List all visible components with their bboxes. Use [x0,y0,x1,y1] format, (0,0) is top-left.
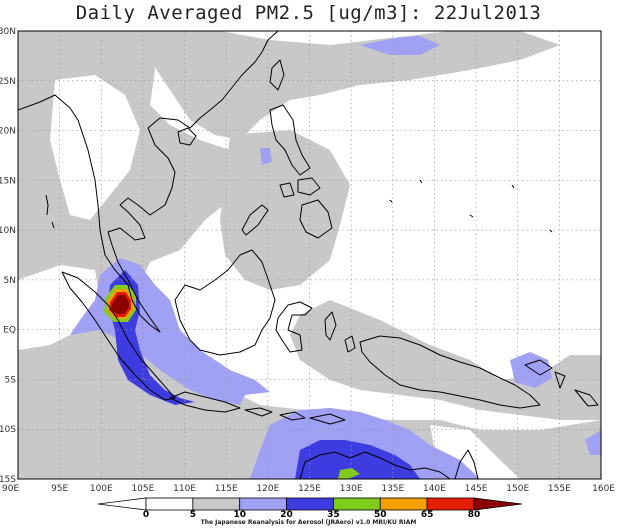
longitude-tick-label: 130E [340,484,363,494]
longitude-tick-label: 90E [2,484,19,494]
longitude-tick-label: 95E [51,484,68,494]
data-credit: The Japanese Reanalysis for Aerosol (JRA… [200,519,417,526]
latitude-tick-label: 25N [0,77,16,87]
latitude-tick-label: 10S [0,425,16,435]
colorbar-level-label: 50 [374,510,387,520]
coastline-australia [299,451,451,479]
colorbar-upper-extension [473,497,523,511]
longitude-labels: 90E 95E 100E 105E 110E 115E 120E 125E 130E 135E 14… [2,484,615,494]
latitude-tick-label: 15N [0,176,16,186]
pm25-80-plus-hotspot [111,295,129,314]
pm25-10-20-region-far-east [585,430,601,455]
pm25-20-35-region-south [295,440,420,479]
coastline-andaman [45,194,55,229]
pm25-5-10-region-north [120,31,560,140]
colorbar-lower-extension [97,497,147,511]
colorbar: 0 5 10 20 35 50 65 80 [97,497,523,520]
colorbar-level-label: 10 [233,510,246,520]
coastline-maluku [324,311,356,353]
coastline-java [169,391,241,413]
latitude-tick-label: 20N [0,127,16,137]
pm25-10-20-region-east-2 [260,148,272,165]
plot-frame [17,30,602,480]
longitude-tick-label: 155E [548,484,571,494]
longitude-tick-label: 140E [423,484,446,494]
colorbar-level-label: 20 [280,510,293,520]
longitude-tick-label: 115E [215,484,238,494]
coastline-palawan [241,204,269,236]
colorbar-level-label: 35 [327,510,340,520]
colorbar-level-label: 65 [421,510,434,520]
coastline-mainland-asia [18,31,279,333]
longitude-tick-label: 105E [131,484,154,494]
coastlines [18,31,599,479]
coastline-taiwan [269,59,285,91]
longitude-tick-label: 120E [256,484,279,494]
coastline-lesser-sunda [244,407,346,425]
coastline-micronesia-islands [389,179,553,233]
latitude-labels: 30N 25N 20N 15N 10N 5N EQ 5S 10S 15S [0,27,16,485]
colorbar-level-label: 0 [143,510,149,520]
longitude-tick-label: 150E [506,484,529,494]
longitude-tick-label: 100E [90,484,113,494]
colorbar-segment [379,497,428,511]
longitude-tick-label: 135E [381,484,404,494]
colorbar-segment [286,497,334,511]
latitude-tick-label: 30N [0,27,16,37]
coastline-luzon [269,104,311,176]
pm25-35-50-patch-south [338,468,360,479]
pm25-10-20-region-north [360,36,440,55]
pm25-field [18,31,601,479]
clean-air-area-philippines-east [345,110,601,340]
coastline-sulawesi [275,301,313,353]
colorbar-level-label: 80 [468,510,481,520]
coastline-sumatra [61,271,176,401]
latitude-tick-label: EQ [3,326,16,336]
colorbar-segment [333,497,381,511]
coastline-visayas [279,177,321,198]
colorbar-level-label: 5 [190,510,196,520]
colorbar-segment [145,497,194,511]
longitude-tick-label: 110E [173,484,196,494]
coastline-borneo [174,249,276,356]
coastline-mindanao [299,199,333,239]
latitude-tick-label: 15S [0,475,16,485]
longitude-tick-label: 145E [465,484,488,494]
map-title: Daily Averaged PM2.5 [ug/m3]: 22Jul2013 [75,2,542,24]
longitude-tick-label: 160E [592,484,615,494]
colorbar-segment [239,497,287,511]
colorbar-segment [192,497,241,511]
latitude-tick-label: 10N [0,226,16,236]
colorbar-segment [426,497,475,511]
coastline-new-guinea [359,335,541,409]
coastline-solomons [574,389,599,407]
longitude-tick-label: 125E [298,484,321,494]
coastline-new-britain [524,359,566,389]
coastline-hainan [177,127,197,146]
latitude-tick-label: 5S [5,375,17,385]
coastline-cape-york [454,449,479,479]
latitude-tick-label: 5N [4,276,16,286]
